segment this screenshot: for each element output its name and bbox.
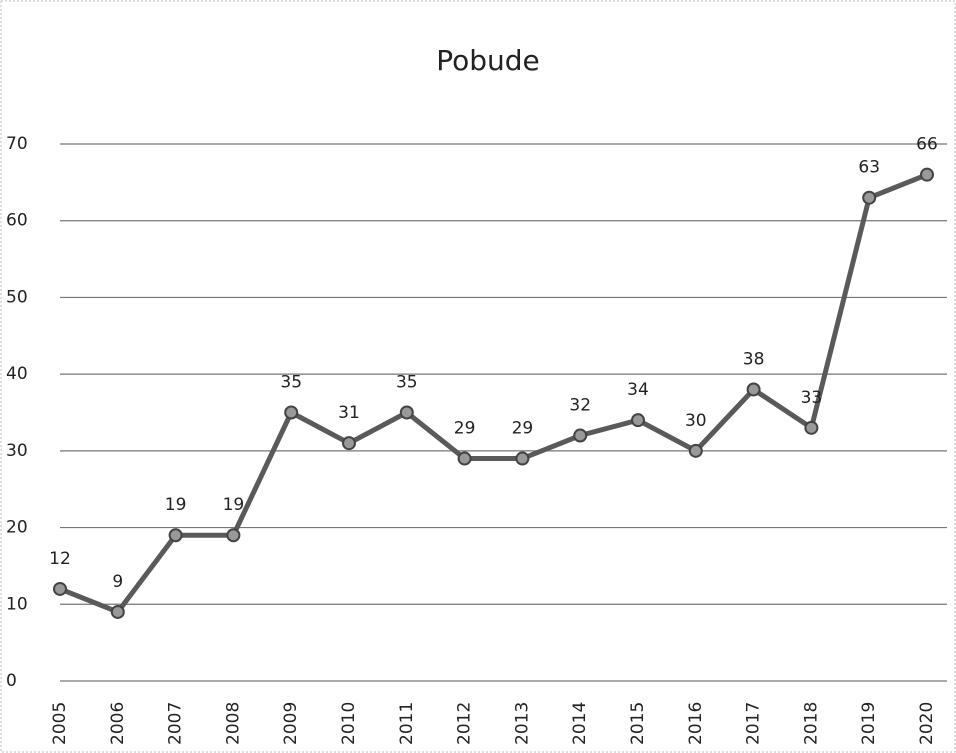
x-tick-label: 2020 <box>917 702 937 745</box>
marker <box>168 528 183 543</box>
y-tick-label: 70 <box>6 134 28 154</box>
marker <box>284 405 299 420</box>
data-label: 38 <box>743 349 765 369</box>
y-tick-label: 0 <box>6 671 17 691</box>
data-label: 12 <box>49 549 71 569</box>
x-tick-label: 2005 <box>50 702 70 745</box>
data-label: 30 <box>685 411 707 431</box>
marker <box>862 190 877 205</box>
x-tick-label: 2017 <box>744 702 764 745</box>
x-tick-label: 2015 <box>628 702 648 745</box>
data-label: 35 <box>280 373 302 393</box>
marker <box>688 443 703 458</box>
y-tick-label: 50 <box>6 287 28 307</box>
marker <box>226 528 241 543</box>
data-label: 66 <box>916 135 938 155</box>
x-tick-label: 2019 <box>859 702 879 745</box>
marker <box>53 581 67 596</box>
data-label: 35 <box>396 373 418 393</box>
x-tick-label: 2010 <box>339 702 359 745</box>
x-tick-label: 2007 <box>166 702 186 745</box>
x-tick-label: 2009 <box>281 702 301 745</box>
marker <box>804 420 819 435</box>
data-label: 31 <box>338 403 360 423</box>
data-label: 32 <box>569 396 591 416</box>
marker <box>746 382 761 397</box>
marker <box>515 451 530 466</box>
x-tick-label: 2013 <box>512 702 532 745</box>
marker <box>342 436 356 451</box>
marker <box>110 604 125 619</box>
x-tick-label: 2018 <box>801 702 821 745</box>
chart-title: Pobude <box>436 44 540 77</box>
marker <box>920 167 934 182</box>
data-label: 34 <box>627 380 649 400</box>
marker <box>631 413 645 428</box>
y-tick-label: 10 <box>6 594 28 614</box>
marker <box>399 405 414 420</box>
x-tick-label: 2012 <box>455 702 475 745</box>
data-label: 33 <box>801 388 823 408</box>
y-tick-label: 20 <box>6 518 28 538</box>
data-label: 19 <box>165 495 187 515</box>
marker <box>457 451 472 466</box>
data-label: 29 <box>512 419 534 439</box>
x-tick-label: 2006 <box>108 702 128 745</box>
y-tick-label: 30 <box>6 441 28 461</box>
x-tick-label: 2008 <box>223 702 243 745</box>
marker <box>573 428 588 443</box>
x-tick-label: 2016 <box>686 702 706 745</box>
line <box>59 172 928 615</box>
y-tick-label: 60 <box>6 211 28 231</box>
data-label: 9 <box>112 572 123 592</box>
data-label: 29 <box>454 419 476 439</box>
x-tick-label: 2011 <box>397 702 417 745</box>
x-tick-label: 2014 <box>570 702 590 745</box>
data-label: 63 <box>858 158 880 178</box>
data-label: 19 <box>223 495 245 515</box>
y-tick-label: 40 <box>6 364 28 384</box>
